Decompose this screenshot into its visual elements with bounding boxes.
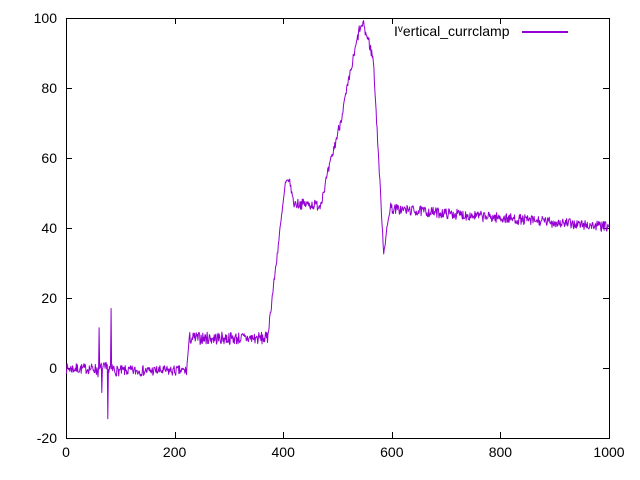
signal-line [65,20,610,420]
x-tick-label: 600 [380,444,404,460]
legend-label-superscript: v [397,23,403,35]
y-tick-label: 40 [41,220,57,236]
y-tick-label: 80 [41,80,57,96]
legend-line-sample [522,31,569,33]
y-tick-label: 60 [41,150,57,166]
y-tick-label: 0 [49,360,57,376]
x-tick-label: 1000 [593,444,625,460]
legend: Ivertical_currclamp [394,22,569,43]
x-tick-label: 400 [271,444,295,460]
y-tick-label: 100 [33,10,57,26]
legend-label-prefix: I [394,22,398,39]
y-tick-label: 20 [41,290,57,306]
x-tick-label: 200 [162,444,187,460]
x-tick-label: 800 [488,444,513,460]
x-tick-label: 0 [62,444,70,460]
axis-ticks [66,18,610,439]
legend-label-rest: ertical_currclamp [402,22,510,39]
plot-border [66,18,610,439]
y-tick-label: -20 [36,430,57,446]
legend-label: Ivertical_currclamp [394,22,509,43]
